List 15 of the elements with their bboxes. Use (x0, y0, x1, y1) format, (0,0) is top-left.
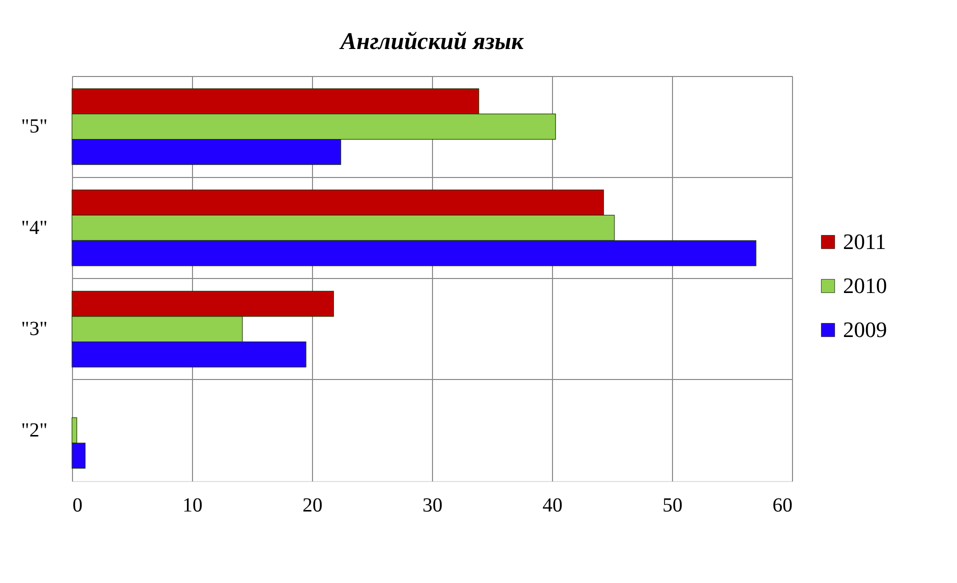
x-tick-label: 60 (772, 494, 792, 516)
y-tick-label: "5" (21, 116, 48, 138)
y-tick-label: "4" (21, 216, 48, 239)
legend-label: 2010 (843, 273, 887, 298)
x-tick-label: 30 (422, 494, 442, 516)
x-tick-label: 0 (72, 494, 82, 516)
legend-label: 2011 (843, 229, 886, 254)
x-tick-label: 10 (182, 494, 202, 516)
y-tick-label: "2" (21, 419, 48, 442)
legend-label: 2009 (843, 317, 887, 342)
y-tick-label: "3" (21, 318, 48, 340)
x-tick-label: 20 (302, 494, 322, 516)
chart-title: Английский язык (338, 29, 524, 55)
x-tick-label: 50 (662, 494, 682, 516)
x-tick-label: 40 (542, 494, 562, 516)
